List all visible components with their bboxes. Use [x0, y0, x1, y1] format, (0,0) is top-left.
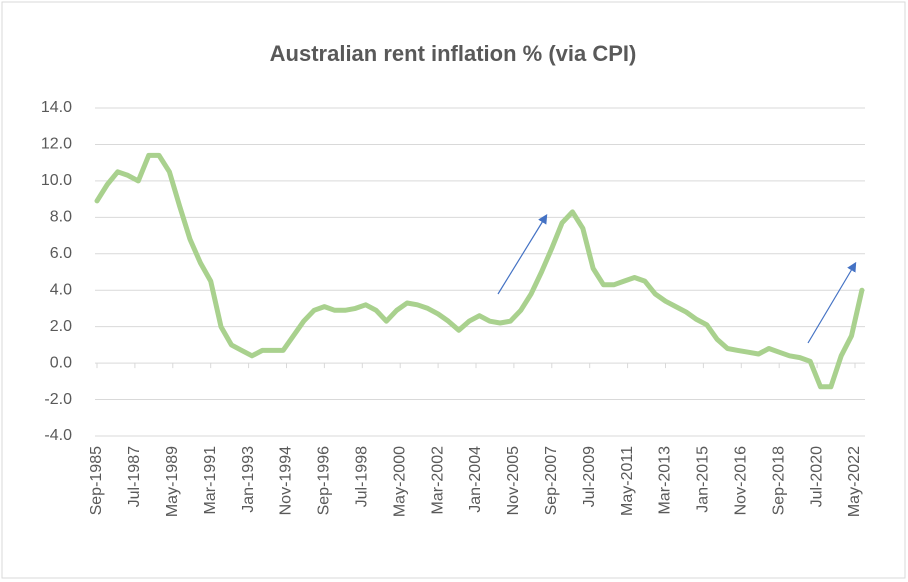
plot [94, 152, 865, 390]
annotation-arrows [497, 213, 857, 344]
arrow [497, 213, 548, 295]
x-tick-label: Jul-1998 [354, 446, 371, 507]
x-tick-label: Jul-2020 [808, 446, 825, 507]
x-tick-label: Jan-2004 [467, 446, 484, 513]
chart-title: Australian rent inflation % (via CPI) [270, 41, 637, 66]
y-tick-label: 14.0 [41, 99, 72, 116]
x-tick-label: Mar-1991 [202, 446, 219, 515]
x-tick-label: May-2011 [619, 446, 636, 516]
x-tick-label: Jul-1987 [126, 446, 143, 507]
x-tick-label: May-2022 [846, 446, 863, 517]
grid [95, 107, 865, 437]
x-tick-label: Jul-2009 [581, 446, 598, 507]
x-tick-label: Mar-2013 [657, 446, 674, 515]
y-tick-label: 10.0 [41, 172, 72, 189]
y-tick-label: 4.0 [50, 281, 72, 298]
y-tick-label: 6.0 [50, 245, 72, 262]
x-tick-label: Sep-2018 [770, 446, 787, 515]
x-tick-label: Sep-1996 [316, 446, 333, 515]
x-tick-label: Sep-2007 [543, 446, 560, 515]
y-tick-label: -2.0 [44, 391, 72, 408]
x-tick-label: May-2000 [391, 446, 408, 517]
x-tick-label: Nov-2016 [733, 446, 750, 515]
line-series [94, 152, 865, 390]
x-tick-label: Nov-1994 [278, 446, 295, 515]
y-tick-label: 12.0 [41, 136, 72, 153]
y-tick-label: -4.0 [44, 427, 72, 444]
x-tick-label: Sep-1985 [88, 446, 105, 515]
y-tick-label: 8.0 [50, 209, 72, 226]
x-tick-label: Mar-2002 [429, 446, 446, 515]
y-tick-label: 0.0 [50, 354, 72, 371]
x-tick-label: Nov-2005 [505, 446, 522, 515]
x-tick-label: May-1989 [164, 446, 181, 517]
x-tick-label: Jan-1993 [240, 446, 257, 513]
y-tick-label: 2.0 [50, 318, 72, 335]
arrow [807, 261, 857, 344]
x-tick-label: Jan-2015 [695, 446, 712, 513]
